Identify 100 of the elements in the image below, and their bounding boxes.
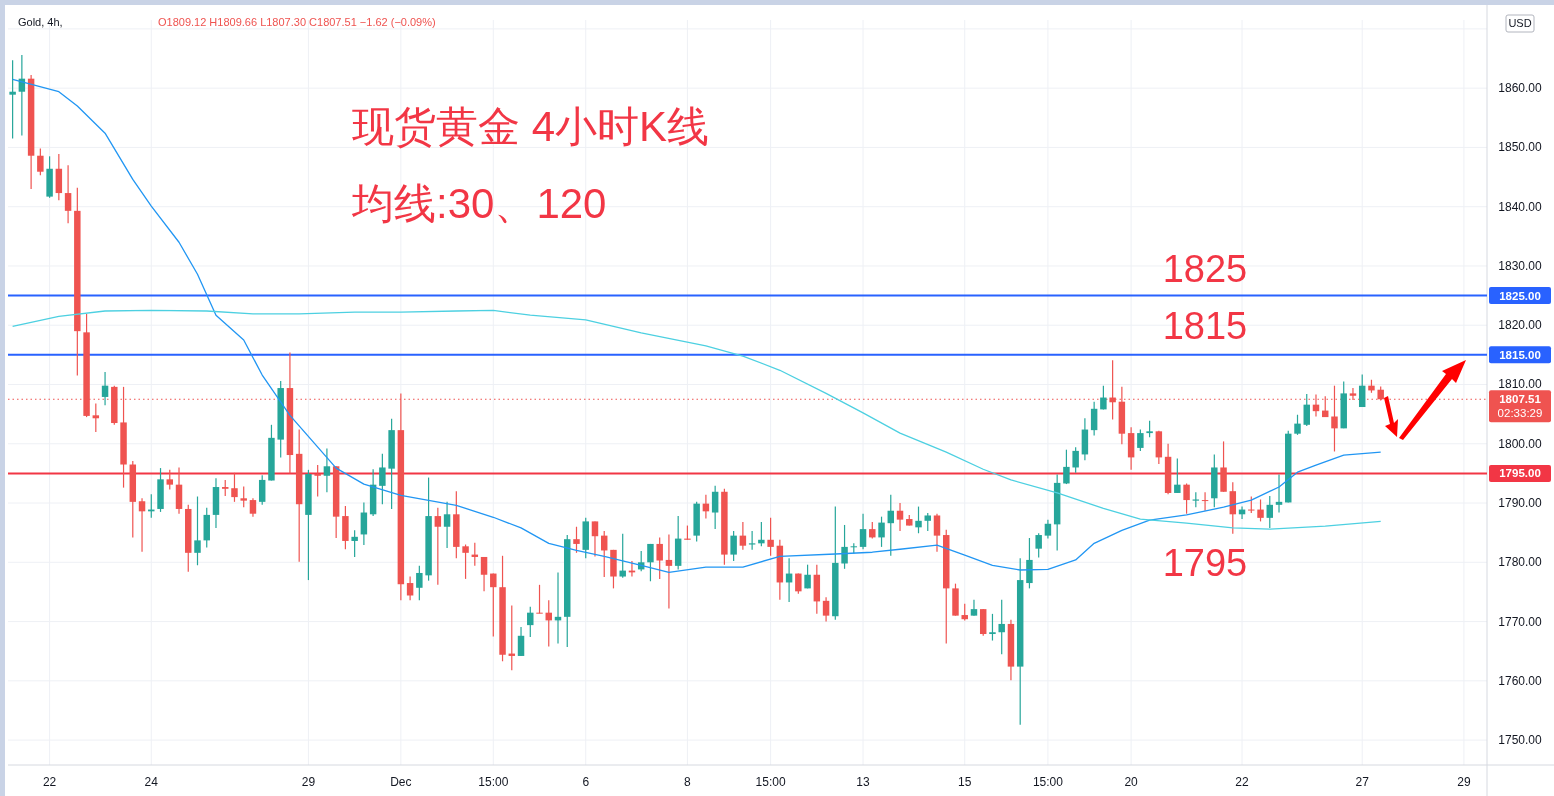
candlestick <box>665 533 673 610</box>
candlestick <box>1358 373 1366 408</box>
candlestick <box>138 497 146 553</box>
candlestick <box>490 572 497 637</box>
candlestick <box>878 516 885 548</box>
ref-line-label: 1815.00 <box>1499 348 1541 361</box>
candlestick <box>647 543 654 582</box>
candlestick <box>1294 414 1301 436</box>
candlestick <box>536 584 543 614</box>
candlestick <box>573 526 580 554</box>
y-tick-label: 1830.00 <box>1498 258 1543 273</box>
candlestick <box>711 485 719 530</box>
annotation: 1795 <box>1162 542 1248 584</box>
candlestick <box>1090 401 1098 437</box>
y-tick-label: 1790.00 <box>1498 496 1543 511</box>
candlestick <box>249 497 257 518</box>
x-tick-label: 15:00 <box>478 775 509 789</box>
candlestick <box>9 59 16 140</box>
x-tick-label: 22 <box>1235 775 1250 789</box>
x-tick-label: 29 <box>1457 775 1471 789</box>
candlestick <box>517 626 525 657</box>
y-tick-label: 1800.00 <box>1498 436 1543 451</box>
x-tick-label: 24 <box>144 775 159 789</box>
annotation: 1815 <box>1162 305 1248 347</box>
text: USD <box>1508 17 1532 29</box>
annotation: 1825 <box>1162 248 1248 290</box>
x-tick-label: 29 <box>301 775 316 789</box>
candlestick <box>434 507 442 586</box>
candlestick <box>379 453 386 505</box>
candlestick <box>1026 537 1033 589</box>
candlestick <box>822 596 830 623</box>
x-tick-label: 15:00 <box>755 775 786 789</box>
y-tick-label: 1770.00 <box>1498 614 1543 629</box>
candlestick <box>1072 446 1079 474</box>
candlestick <box>1109 359 1116 421</box>
candlestick <box>194 495 201 566</box>
y-tick-label: 1750.00 <box>1498 733 1543 748</box>
ref-line-label: 1795.00 <box>1499 467 1541 480</box>
x-tick-label: 22 <box>42 775 57 789</box>
y-tick-label: 1850.00 <box>1498 140 1543 155</box>
candlestick <box>591 520 599 557</box>
candlestick <box>462 543 469 580</box>
text: 现货黄金 4小时K线 <box>352 103 710 150</box>
candlestick <box>730 530 737 562</box>
candlestick <box>970 599 978 617</box>
annotation: Gold, 4h, <box>18 16 63 28</box>
candlestick <box>101 371 109 406</box>
candlestick <box>1275 473 1283 514</box>
y-tick-label: 1760.00 <box>1498 673 1543 688</box>
candlestick <box>240 485 247 508</box>
candlestick <box>619 533 626 579</box>
candlestick <box>896 502 904 532</box>
x-tick-label: 8 <box>684 775 692 789</box>
candlestick <box>351 529 358 558</box>
candlestick <box>323 447 331 493</box>
y-tick-label: 1840.00 <box>1498 199 1543 214</box>
candlestick <box>767 517 774 557</box>
candlestick <box>92 402 100 433</box>
candlestick <box>1044 519 1052 540</box>
candlestick <box>480 556 488 592</box>
candlestick <box>1257 498 1264 523</box>
y-tick-label: 1810.00 <box>1498 377 1543 392</box>
candlestick <box>859 513 867 550</box>
text: 均线:30、120 <box>351 180 607 227</box>
candlestick <box>443 501 451 549</box>
candlestick <box>1349 387 1357 401</box>
candlestick <box>748 530 756 551</box>
x-tick-label: 27 <box>1355 775 1370 789</box>
candlestick <box>915 505 922 534</box>
candlestick <box>998 599 1005 655</box>
annotation: O1809.12 H1809.66 L1807.30 C1807.51 −1.62 (−0.09%) <box>158 16 436 28</box>
text: 02:33:29 <box>1497 407 1543 420</box>
candlestick <box>1137 428 1144 452</box>
candlestick <box>37 148 44 176</box>
x-tick-label: 20 <box>1124 775 1139 789</box>
candlestick <box>416 565 423 601</box>
candlestick <box>1174 457 1181 494</box>
x-tick-label: Dec <box>390 775 412 789</box>
candlestick <box>1035 532 1042 559</box>
candlestick <box>989 613 996 642</box>
candlestick <box>656 536 663 580</box>
ref-line-label: 1825.00 <box>1499 289 1541 302</box>
x-tick-label: 15 <box>958 775 972 789</box>
candlestick <box>1063 449 1070 485</box>
x-tick-label: 15:00 <box>1032 775 1064 789</box>
candlestick <box>933 513 941 553</box>
y-tick-label: 1820.00 <box>1498 318 1543 333</box>
candlestick <box>1331 385 1338 453</box>
x-tick-label: 6 <box>582 775 590 789</box>
candlestick <box>841 524 848 570</box>
candlestick <box>758 521 765 547</box>
candlestick <box>258 474 266 506</box>
candlestick <box>739 521 747 551</box>
x-tick-label: 13 <box>856 775 871 789</box>
candlestick <box>527 606 534 638</box>
candlestick <box>1266 495 1274 529</box>
candlestick <box>1303 393 1310 427</box>
candlestick <box>231 472 238 503</box>
candlestick <box>1201 491 1209 512</box>
candlestick <box>1183 482 1190 515</box>
